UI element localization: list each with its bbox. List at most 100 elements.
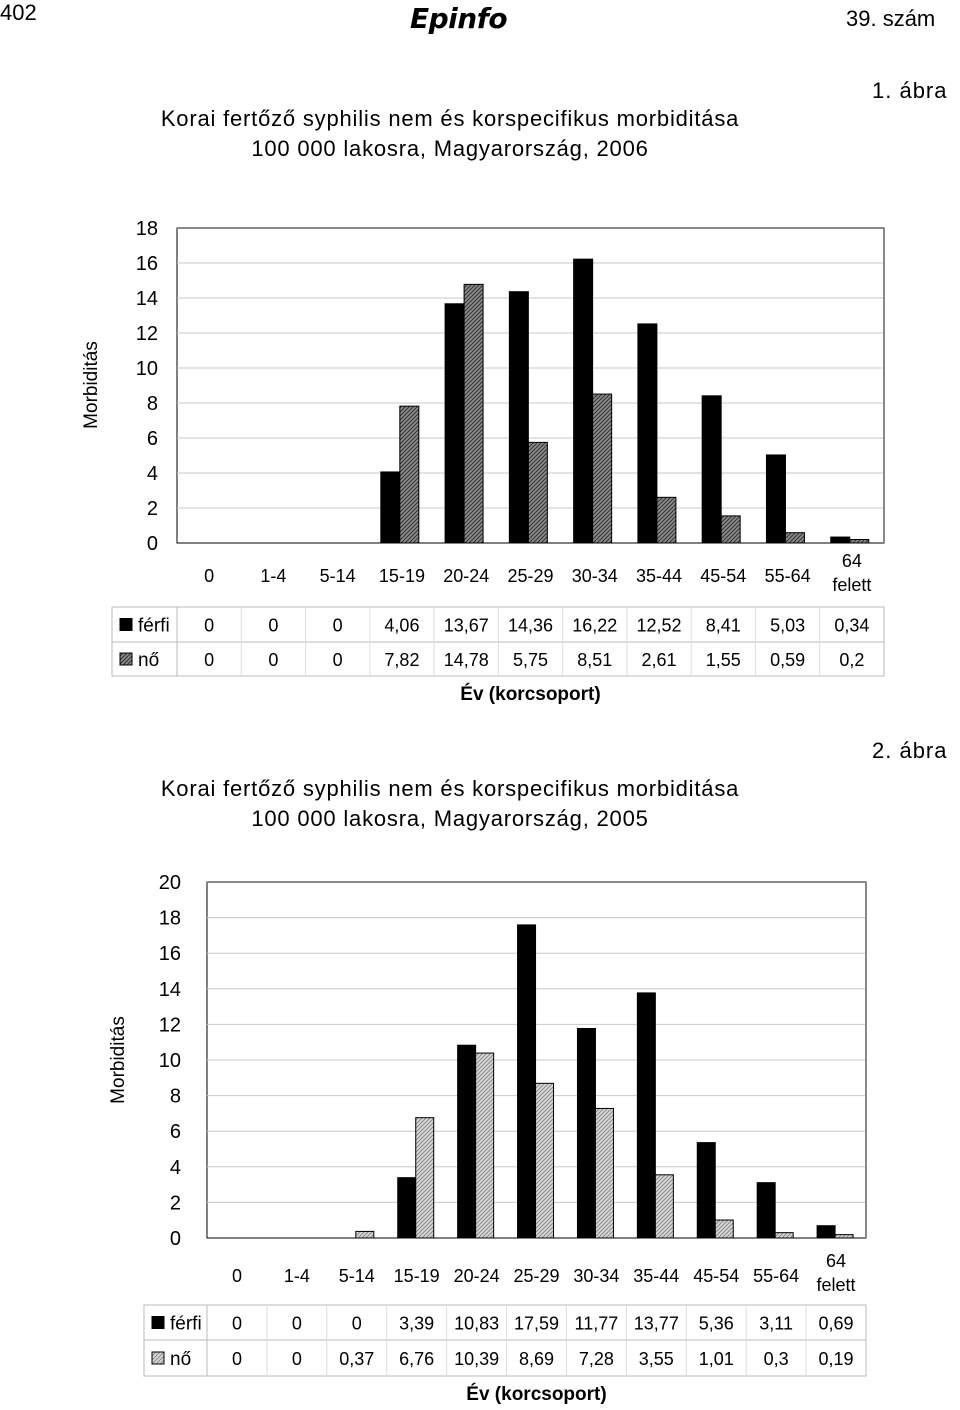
figure-1-title-line1: Korai fertőző syphilis nem és korspecifi… (160, 106, 740, 131)
category-label: 30-34 (572, 566, 618, 586)
category-label: 1-4 (284, 1266, 310, 1286)
category-label: 64 (826, 1251, 846, 1271)
data-label: 7,82 (384, 650, 419, 670)
category-label: 25-29 (513, 1266, 559, 1286)
legend-label: férfi (170, 1314, 202, 1335)
category-label: 45-54 (700, 566, 746, 586)
y-tick-label: 14 (136, 288, 158, 310)
bar-ferfi-20-24 (444, 303, 465, 544)
data-label: 0 (292, 1314, 302, 1334)
bar-no-20-24 (475, 1052, 495, 1239)
bar-no-45-54 (714, 1219, 734, 1239)
bar-no-20-24 (463, 283, 484, 544)
category-label: 20-24 (454, 1266, 500, 1286)
x-axis-title: Év (korcsoport) (466, 1383, 606, 1405)
bar-ferfi-25-29 (517, 924, 537, 1239)
bar-ferfi-55-64 (756, 1182, 776, 1239)
legend-label: nő (138, 650, 159, 671)
data-label: 0,19 (819, 1349, 854, 1369)
category-label: 15-19 (394, 1266, 440, 1286)
data-label: 14,78 (444, 650, 489, 670)
bar-no-55-64 (774, 1232, 794, 1239)
category-label: 55-64 (753, 1266, 799, 1286)
data-label: 2,61 (642, 650, 677, 670)
data-label: 8,51 (577, 650, 612, 670)
data-label: 0 (204, 616, 214, 636)
data-label: 13,67 (444, 616, 489, 636)
figure-1-title-line2: 100 000 lakosra, Magyarország, 2006 (251, 136, 649, 161)
y-tick-label: 0 (170, 1228, 181, 1250)
y-tick-label: 14 (159, 979, 181, 1001)
page-number: 402 (0, 0, 37, 25)
category-label: felett (832, 575, 871, 595)
data-label: 8,41 (706, 616, 741, 636)
y-tick-label: 6 (170, 1121, 181, 1143)
journal-logo: Epinfo (410, 2, 508, 35)
bar-ferfi-15-19 (380, 471, 401, 544)
bar-ferfi-25-29 (508, 291, 529, 544)
category-label: 0 (204, 566, 214, 586)
data-label: 3,55 (639, 1349, 674, 1369)
data-label: 5,75 (513, 650, 548, 670)
data-label: 1,01 (699, 1349, 734, 1369)
bar-ferfi-55-64 (765, 454, 786, 544)
data-label: 0,59 (770, 650, 805, 670)
y-tick-label: 2 (170, 1192, 181, 1214)
data-label: 0 (232, 1314, 242, 1334)
chart-2-2005: 0 2 4 6 8 10 12 14 16 18 20 0 1-4 5-14 15-19 20-24 25-29… (108, 872, 867, 1405)
bar-no-64-felett (849, 539, 870, 544)
bar-ferfi-35-44 (637, 323, 658, 544)
bar-ferfi-64-felett (830, 536, 851, 544)
x-axis-title: Év (korcsoport) (460, 683, 600, 705)
data-label: 0 (333, 616, 343, 636)
category-label: felett (817, 1275, 856, 1295)
y-tick-label: 10 (159, 1050, 181, 1072)
category-label: 30-34 (573, 1266, 619, 1286)
data-label: 8,69 (519, 1349, 554, 1369)
bar-no-5-14 (355, 1230, 375, 1239)
figure-2-label: 2. ábra (872, 738, 948, 763)
data-label: 0 (232, 1349, 242, 1369)
y-tick-label: 18 (136, 218, 158, 240)
bar-no-35-44 (656, 496, 677, 544)
data-label: 0 (204, 650, 214, 670)
category-label: 55-64 (765, 566, 811, 586)
legend-swatch-0 (151, 1316, 165, 1329)
bar-ferfi-64-felett (816, 1225, 836, 1239)
data-label: 16,22 (572, 616, 617, 636)
bar-no-15-19 (415, 1117, 435, 1239)
data-label: 0,3 (764, 1349, 789, 1369)
y-tick-label: 8 (147, 393, 158, 415)
bar-ferfi-45-54 (701, 395, 722, 544)
bar-no-45-54 (720, 515, 741, 544)
data-label: 3,11 (759, 1314, 793, 1334)
y-axis-title: Morbiditás (108, 1016, 129, 1104)
data-label: 12,52 (637, 616, 682, 636)
category-label: 5-14 (320, 566, 356, 586)
y-tick-label: 2 (147, 498, 158, 520)
legend-swatch-1 (151, 1351, 165, 1365)
data-label: 5,03 (770, 616, 805, 636)
y-tick-label: 0 (147, 533, 158, 555)
bar-ferfi-20-24 (457, 1044, 477, 1239)
data-label: 3,39 (399, 1314, 434, 1334)
y-tick-label: 8 (170, 1086, 181, 1108)
y-axis-title: Morbiditás (81, 341, 102, 429)
legend-swatch-0 (119, 618, 133, 631)
data-label: 1,55 (706, 650, 741, 670)
category-label: 25-29 (507, 566, 553, 586)
y-tick-label: 20 (159, 872, 181, 894)
bar-no-55-64 (784, 532, 805, 544)
data-label: 0 (268, 616, 278, 636)
category-label: 35-44 (636, 566, 682, 586)
y-tick-label: 12 (136, 323, 158, 345)
category-label: 15-19 (379, 566, 425, 586)
legend-label: férfi (138, 616, 170, 637)
y-tick-label: 16 (159, 943, 181, 965)
data-label: 10,83 (454, 1314, 499, 1334)
category-label: 64 (842, 551, 862, 571)
data-label: 0,37 (339, 1349, 374, 1369)
data-label: 11,77 (575, 1314, 619, 1334)
bar-ferfi-30-34 (573, 258, 594, 544)
